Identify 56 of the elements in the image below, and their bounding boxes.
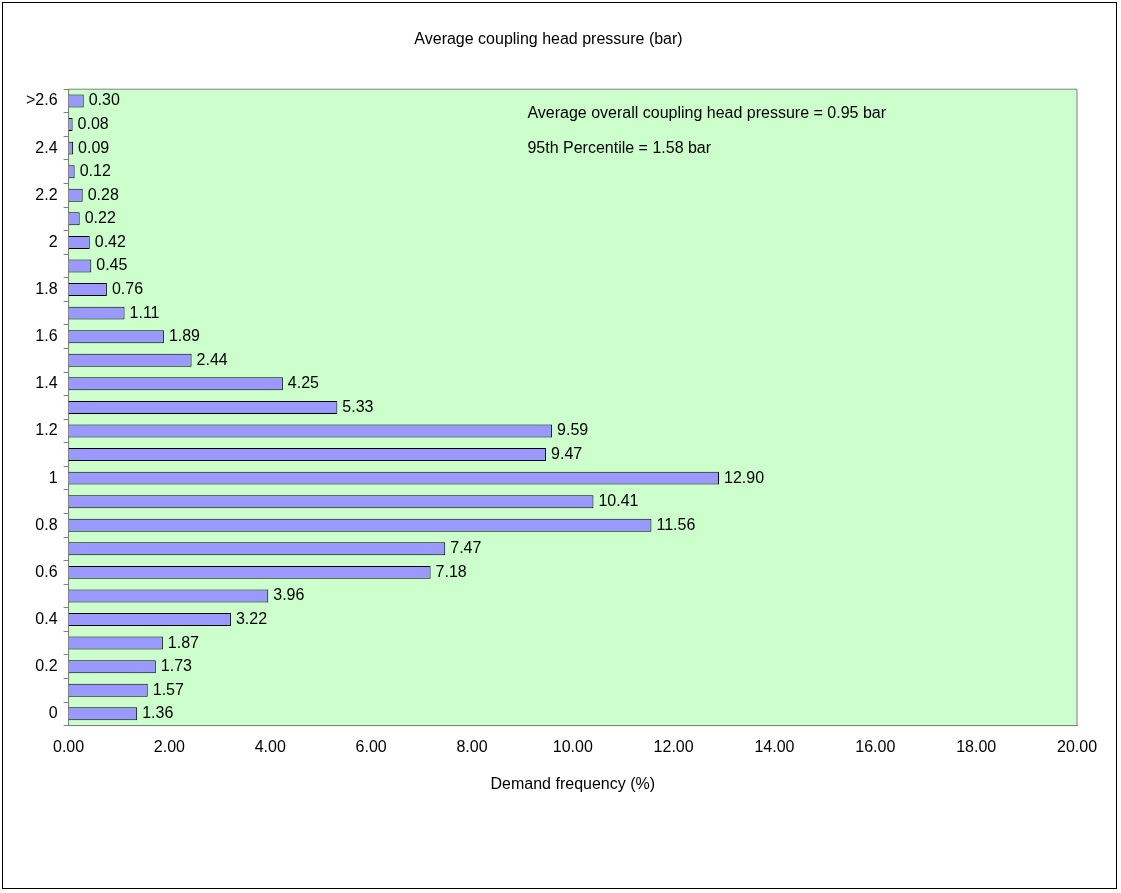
data-label: 1.89: [168, 327, 201, 345]
y-tick-label: 1.4: [35, 374, 58, 392]
data-label: 1.11: [129, 303, 160, 321]
data-label: 9.47: [551, 444, 583, 462]
data-label: 4.25: [287, 374, 320, 392]
y-tick-label: 0.2: [35, 657, 58, 675]
data-label: 0.76: [111, 279, 144, 297]
x-tick-label: 18.00: [956, 737, 997, 755]
y-tick-label: 0: [48, 704, 58, 722]
annotation: 95th Percentile = 1.58 bar: [527, 138, 712, 156]
x-tick-label: 0.00: [53, 737, 85, 755]
y-tick-label: 1: [48, 468, 58, 486]
data-label: 5.33: [342, 397, 374, 415]
data-label: 9.59: [557, 421, 589, 439]
y-tick-label: 1.2: [35, 421, 58, 439]
data-label: 12.90: [724, 468, 765, 486]
data-label: 0.09: [78, 138, 110, 156]
y-tick-label: >2.6: [25, 91, 58, 109]
annotation: Average overall coupling head pressure = 0.95 bar: [527, 103, 887, 121]
x-tick-label: 16.00: [855, 737, 896, 755]
data-label: 7.18: [435, 562, 467, 580]
y-tick-label: 2: [48, 232, 58, 250]
x-tick-label: 14.00: [754, 737, 795, 755]
y-tick-label: 0.8: [35, 515, 58, 533]
data-label: 3.96: [273, 586, 305, 604]
y-tick-label: 2.2: [35, 185, 58, 203]
x-tick-label: 2.00: [153, 737, 186, 755]
data-label: 0.22: [84, 209, 116, 227]
x-tick-label: 6.00: [355, 737, 387, 755]
x-tick-label: 12.00: [653, 737, 694, 755]
y-tick-label: 0.4: [35, 609, 58, 627]
data-label: 0.28: [87, 185, 119, 203]
data-label: 1.36: [142, 704, 174, 722]
x-tick-label: 8.00: [456, 737, 488, 755]
data-label: 1.57: [152, 680, 184, 698]
data-label: 1.87: [167, 633, 200, 651]
x-tick-label: 4.00: [254, 737, 286, 755]
data-label: 0.12: [79, 162, 111, 180]
data-label: 0.45: [96, 256, 128, 274]
data-label: 0.08: [77, 114, 109, 132]
y-tick-label: 2.4: [35, 138, 58, 156]
y-tick-label: 0.6: [35, 562, 58, 580]
data-label: 0.42: [94, 232, 126, 250]
y-tick-label: 1.8: [35, 279, 58, 297]
data-label: 0.30: [88, 91, 120, 109]
data-label: 7.47: [450, 539, 482, 557]
data-label: 3.22: [235, 609, 268, 627]
x-tick-label: 20.00: [1056, 737, 1098, 755]
chart-title: Average coupling head pressure (bar): [414, 30, 683, 48]
data-label: 1.73: [160, 657, 193, 675]
data-label: 11.56: [656, 515, 696, 533]
x-tick-label: 10.00: [552, 737, 593, 755]
y-tick-label: 1.6: [35, 327, 58, 345]
data-label: 2.44: [196, 350, 228, 368]
data-label: 10.41: [598, 492, 639, 510]
x-axis-title: Demand frequency (%): [490, 774, 656, 792]
